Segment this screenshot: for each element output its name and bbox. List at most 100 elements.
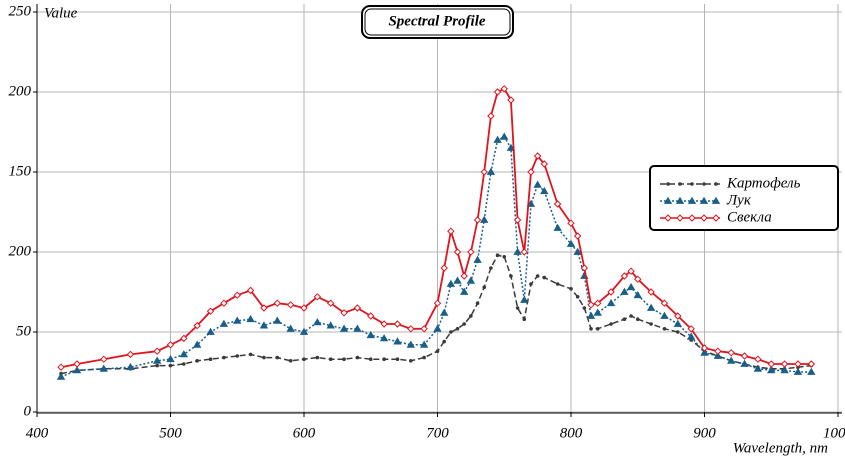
marker <box>233 316 242 324</box>
marker <box>740 359 749 367</box>
marker <box>152 356 162 364</box>
marker <box>393 337 402 345</box>
marker <box>622 317 627 322</box>
x-tick-label: 500 <box>159 425 182 441</box>
marker <box>235 354 240 358</box>
marker <box>366 330 375 339</box>
marker <box>206 307 215 315</box>
marker <box>447 227 455 235</box>
marker <box>678 182 682 186</box>
marker <box>500 85 508 93</box>
marker <box>453 276 462 284</box>
series <box>57 85 816 371</box>
marker <box>500 132 509 140</box>
marker <box>368 357 373 362</box>
marker <box>780 366 789 374</box>
marker <box>626 282 636 291</box>
marker <box>502 254 507 259</box>
marker <box>262 355 266 360</box>
marker <box>529 282 533 286</box>
marker <box>593 308 602 316</box>
marker <box>260 304 268 312</box>
marker <box>699 196 709 204</box>
marker <box>57 363 65 371</box>
marker <box>219 319 229 327</box>
marker <box>469 314 473 318</box>
marker <box>634 275 642 283</box>
marker <box>288 359 293 363</box>
marker <box>580 264 589 272</box>
marker <box>382 357 386 362</box>
x-tick-label: 400 <box>26 425 49 441</box>
marker <box>740 352 749 360</box>
legend-label: Свекла <box>727 209 772 225</box>
chart-title: Spectral Profile <box>388 13 485 29</box>
plot-area <box>56 85 816 380</box>
marker <box>607 288 615 296</box>
marker <box>422 355 426 360</box>
marker <box>73 360 81 368</box>
marker <box>482 285 487 290</box>
marker <box>553 223 562 231</box>
marker <box>509 274 513 278</box>
x-axis-label: Wavelength, nm <box>733 440 828 456</box>
y-tick-label: 250 <box>9 3 32 19</box>
marker <box>406 340 415 348</box>
marker <box>487 112 495 120</box>
title-box-inner <box>364 8 511 36</box>
marker <box>455 327 460 331</box>
marker <box>446 279 456 287</box>
marker <box>379 334 389 342</box>
marker <box>793 367 803 375</box>
marker <box>480 168 488 176</box>
title-box <box>361 5 514 39</box>
marker <box>420 325 428 333</box>
marker <box>520 248 528 256</box>
marker <box>688 214 696 222</box>
marker <box>246 314 255 323</box>
marker <box>513 247 522 255</box>
marker <box>419 340 429 348</box>
legend-label: Лук <box>726 192 752 208</box>
marker <box>193 321 201 330</box>
marker <box>687 325 695 333</box>
marker <box>807 367 816 375</box>
marker <box>407 325 415 333</box>
marker <box>462 322 467 326</box>
series <box>56 132 816 380</box>
marker <box>542 275 547 280</box>
marker <box>700 348 709 356</box>
marker <box>714 347 722 355</box>
marker <box>72 366 82 374</box>
marker <box>687 196 697 204</box>
marker <box>666 182 670 186</box>
marker <box>676 214 684 222</box>
marker <box>593 299 602 307</box>
marker <box>660 299 669 307</box>
marker <box>286 324 295 332</box>
marker <box>233 291 241 299</box>
marker <box>246 286 255 295</box>
marker <box>676 330 680 334</box>
marker <box>439 308 449 316</box>
marker <box>440 264 448 272</box>
marker <box>575 295 580 299</box>
marker <box>780 360 789 368</box>
marker <box>507 96 515 104</box>
marker <box>713 351 723 359</box>
marker <box>220 299 228 307</box>
y-tick-label: 200 <box>9 243 32 259</box>
marker <box>315 355 320 360</box>
marker <box>473 255 482 263</box>
marker <box>313 293 322 301</box>
marker <box>486 167 496 175</box>
marker <box>660 311 669 319</box>
marker <box>662 327 667 331</box>
marker <box>767 360 775 368</box>
marker <box>56 372 66 380</box>
marker <box>155 363 159 368</box>
marker <box>475 301 480 306</box>
marker <box>620 272 629 280</box>
